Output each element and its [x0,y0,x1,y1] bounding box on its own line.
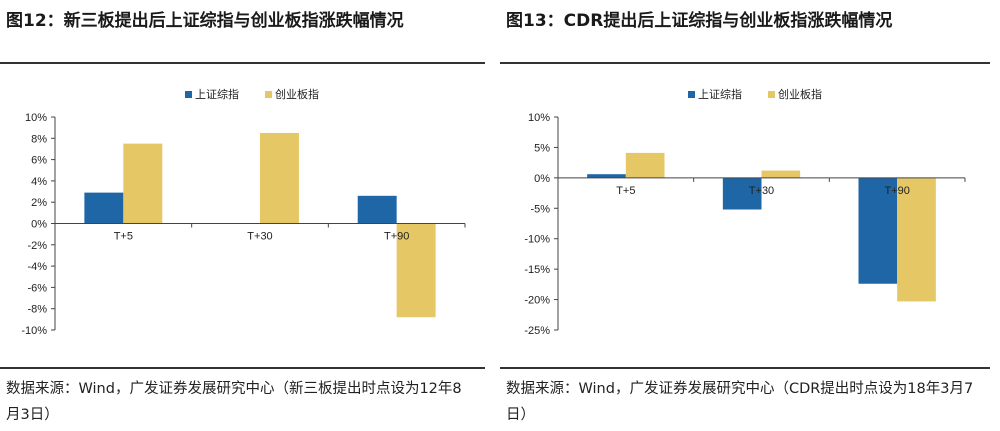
divider [0,367,485,369]
y-tick-label: 8% [31,133,47,145]
divider [0,62,485,64]
bar-创业板指-T+90 [396,223,436,318]
legend-label-1: 创业板指 [275,87,319,101]
y-tick-label: -15% [524,264,550,276]
chart-fig13: 上证综指 创业板指 10% 5% 0% -5% -10% -15% -20% -25% T+5 T+3… [524,87,966,337]
y-tick-label: -2% [27,240,47,252]
panel-fig13: 图13：CDR提出后上证综指与创业板指涨跌幅情况 上证综指 创业板指 10% 5% 0%… [500,0,990,431]
chart-fig12: 上证综指 创业板指 10% 8% 6% 4% 2% 0% -2% -4% -6% -8% -10% T+5… [21,87,466,337]
y-tick-label: 2% [31,197,47,209]
x-tick-label: T+90 [384,231,409,243]
x-tick-label: T+90 [884,185,909,197]
x-tick-label: T+30 [749,185,774,197]
y-tick-label: -4% [27,261,47,273]
source-note: 数据来源：Wind，广发证券发展研究中心（CDR提出时点设为18年3月7日） [506,381,974,423]
legend-label-0: 上证综指 [195,87,239,101]
y-tick-label: -25% [524,325,550,337]
legend-swatch-1 [768,91,775,98]
y-tick-label: 0% [31,219,47,231]
y-tick-label: 6% [31,155,47,167]
bar-创业板指-T+30 [260,132,299,224]
y-tick-label: 10% [25,112,47,124]
divider [500,367,990,369]
legend-label-0: 上证综指 [698,87,742,101]
bar-创业板指-T+90 [897,177,936,302]
bar-上证综指-T+5 [84,192,124,224]
y-tick-label: -20% [524,295,550,307]
x-tick-label: T+30 [247,231,272,243]
y-tick-label: 5% [534,142,550,154]
divider [500,62,990,64]
source-note: 数据来源：Wind，广发证券发展研究中心（新三板提出时点设为12年8月3日） [6,381,462,423]
y-tick-label: 4% [31,176,47,188]
legend-label-1: 创业板指 [778,87,822,101]
chart-title: 图13：CDR提出后上证综指与创业板指涨跌幅情况 [506,11,893,31]
x-tick-label: T+5 [114,231,133,243]
bar-创业板指-T+5 [625,152,665,178]
bar-上证综指-T+5 [587,174,626,178]
bar-上证综指-T+30 [722,177,762,210]
y-tick-label: 0% [534,173,550,185]
legend-swatch-1 [265,91,272,98]
y-tick-label: -8% [27,304,47,316]
y-tick-label: -10% [21,325,47,337]
bar-上证综指-T+90 [357,195,397,224]
bar-创业板指-T+5 [123,143,163,224]
y-tick-label: 10% [528,112,550,124]
bar-上证综指-T+90 [858,177,898,284]
x-tick-label: T+5 [616,185,635,197]
y-tick-label: -6% [27,282,47,294]
chart-title: 图12：新三板提出后上证综指与创业板指涨跌幅情况 [6,11,404,31]
legend-swatch-0 [185,91,192,98]
bar-创业板指-T+30 [761,170,801,178]
panel-fig12: 图12：新三板提出后上证综指与创业板指涨跌幅情况 上证综指 创业板指 10% 8% 6%… [0,0,485,431]
y-tick-label: -5% [530,203,550,215]
y-tick-label: -10% [524,234,550,246]
legend-swatch-0 [688,91,695,98]
